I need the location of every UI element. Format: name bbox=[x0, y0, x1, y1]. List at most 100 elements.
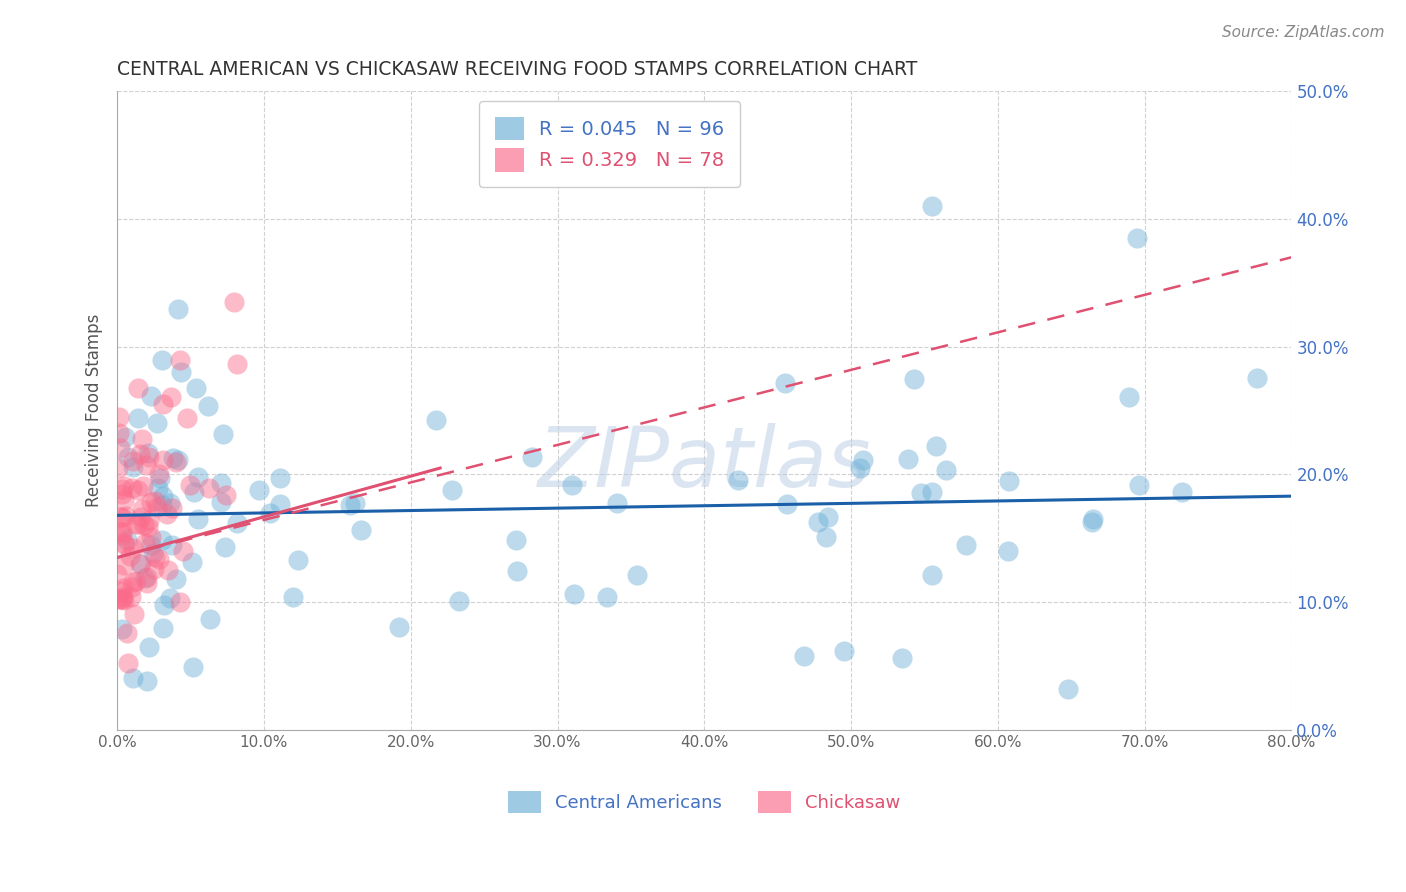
Point bbox=[124, 516, 146, 531]
Point bbox=[110, 584, 132, 599]
Point bbox=[146, 417, 169, 431]
Point bbox=[110, 509, 132, 524]
Legend: Central Americans, Chickasaw: Central Americans, Chickasaw bbox=[501, 784, 908, 820]
Point bbox=[832, 643, 855, 657]
Point bbox=[159, 391, 181, 405]
Point bbox=[440, 483, 463, 497]
Point bbox=[107, 410, 129, 425]
Point bbox=[112, 478, 135, 492]
Point bbox=[107, 461, 129, 475]
Point bbox=[138, 513, 160, 527]
Point bbox=[152, 599, 174, 613]
Point bbox=[197, 399, 219, 413]
Point bbox=[339, 498, 361, 512]
Point bbox=[187, 512, 209, 526]
Point bbox=[107, 566, 129, 581]
Point bbox=[817, 509, 839, 524]
Point bbox=[269, 470, 291, 484]
Point bbox=[111, 591, 134, 605]
Point bbox=[1057, 681, 1080, 696]
Point bbox=[167, 453, 190, 467]
Point bbox=[136, 576, 159, 591]
Point bbox=[776, 497, 799, 511]
Point bbox=[449, 593, 471, 607]
Point bbox=[122, 607, 145, 621]
Point bbox=[120, 591, 142, 605]
Point bbox=[157, 563, 180, 577]
Point bbox=[112, 558, 135, 572]
Point bbox=[849, 460, 872, 475]
Point bbox=[111, 482, 134, 496]
Point bbox=[143, 493, 166, 508]
Point bbox=[1081, 515, 1104, 529]
Point bbox=[921, 568, 943, 582]
Point bbox=[136, 446, 159, 460]
Point bbox=[143, 549, 166, 564]
Point bbox=[115, 509, 138, 524]
Point bbox=[169, 595, 191, 609]
Point bbox=[111, 524, 134, 539]
Point bbox=[520, 450, 543, 465]
Point bbox=[150, 533, 173, 548]
Point bbox=[111, 622, 134, 636]
Point bbox=[135, 458, 157, 472]
Point bbox=[281, 591, 304, 605]
Point bbox=[209, 475, 232, 490]
Text: CENTRAL AMERICAN VS CHICKASAW RECEIVING FOOD STAMPS CORRELATION CHART: CENTRAL AMERICAN VS CHICKASAW RECEIVING … bbox=[117, 60, 918, 78]
Point bbox=[925, 439, 948, 453]
Point bbox=[187, 470, 209, 484]
Point bbox=[1246, 371, 1268, 385]
Text: ZIPatlas: ZIPatlas bbox=[537, 424, 872, 504]
Point bbox=[225, 357, 247, 371]
Point bbox=[222, 295, 245, 310]
Point bbox=[955, 538, 977, 552]
Point bbox=[122, 454, 145, 468]
Point bbox=[793, 649, 815, 664]
Point bbox=[134, 570, 156, 584]
Point bbox=[115, 533, 138, 548]
Point bbox=[562, 587, 585, 601]
Point bbox=[172, 543, 194, 558]
Text: Source: ZipAtlas.com: Source: ZipAtlas.com bbox=[1222, 25, 1385, 40]
Point bbox=[891, 651, 914, 665]
Point bbox=[127, 411, 149, 425]
Point bbox=[167, 301, 190, 316]
Point bbox=[129, 447, 152, 461]
Point bbox=[179, 478, 201, 492]
Point bbox=[111, 581, 134, 595]
Point bbox=[120, 549, 142, 563]
Point bbox=[903, 372, 925, 386]
Point bbox=[121, 481, 143, 495]
Point bbox=[350, 523, 373, 537]
Point bbox=[247, 483, 270, 497]
Point bbox=[727, 473, 749, 487]
Point bbox=[107, 425, 129, 440]
Point bbox=[170, 365, 193, 379]
Point bbox=[110, 591, 132, 606]
Point bbox=[111, 509, 134, 524]
Point bbox=[159, 496, 181, 510]
Point bbox=[165, 572, 187, 586]
Point bbox=[111, 487, 134, 501]
Point bbox=[110, 592, 132, 607]
Point bbox=[143, 561, 166, 575]
Point bbox=[136, 674, 159, 689]
Point bbox=[209, 495, 232, 509]
Point bbox=[121, 671, 143, 685]
Point bbox=[626, 568, 648, 582]
Point bbox=[138, 640, 160, 655]
Point bbox=[910, 485, 932, 500]
Point bbox=[136, 570, 159, 584]
Point bbox=[112, 493, 135, 508]
Point bbox=[214, 541, 236, 555]
Point bbox=[131, 432, 153, 446]
Point bbox=[198, 481, 221, 495]
Point bbox=[152, 621, 174, 635]
Point bbox=[112, 535, 135, 549]
Point bbox=[815, 529, 838, 543]
Point bbox=[215, 488, 238, 502]
Point bbox=[114, 430, 136, 444]
Point bbox=[139, 389, 162, 403]
Point bbox=[269, 497, 291, 511]
Point bbox=[200, 612, 222, 626]
